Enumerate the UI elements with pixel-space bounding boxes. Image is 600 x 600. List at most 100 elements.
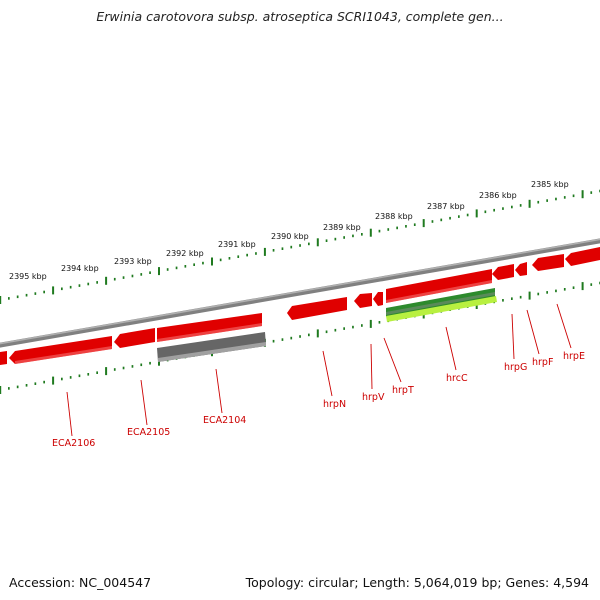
ruler-label: 2394 kbp [61, 264, 99, 273]
ruler-minor-tick [555, 197, 557, 201]
gene-label-ECA2104[interactable]: ECA2104 [203, 415, 246, 426]
ruler-minor-tick [281, 247, 284, 250]
ruler-minor-tick [131, 365, 134, 368]
ruler-major-tick [105, 276, 108, 285]
ruler-minor-tick [308, 333, 310, 337]
ruler-minor-tick [25, 384, 28, 387]
gene-arrow[interactable] [287, 297, 347, 320]
gene-label-ECA2105[interactable]: ECA2105 [127, 427, 170, 438]
gene-arrow[interactable] [492, 264, 514, 280]
ruler-minor-tick [281, 338, 284, 341]
gene-arrow[interactable] [157, 313, 262, 342]
ruler-label: 2386 kbp [479, 191, 517, 200]
ruler-minor-tick [361, 233, 363, 236]
gene-arrow[interactable] [515, 262, 527, 276]
gene-label-hrpN[interactable]: hrpN [323, 399, 346, 410]
ruler-minor-tick [361, 324, 363, 327]
gene-highlight-hrcC[interactable] [386, 288, 497, 322]
ruler-minor-tick [343, 327, 345, 330]
ruler-minor-tick [272, 249, 275, 252]
ruler-minor-tick [555, 289, 557, 293]
ruler-minor-tick [519, 295, 522, 299]
gene-arrow[interactable] [9, 336, 112, 364]
ruler-major-tick [105, 367, 108, 376]
ruler-minor-tick [396, 226, 398, 230]
gene-arrow[interactable] [532, 254, 564, 271]
ruler-minor-tick [325, 239, 328, 242]
ruler-major-tick [422, 219, 425, 228]
gene-arrow[interactable] [354, 293, 372, 308]
gene-label-hrpF[interactable]: hrpF [532, 357, 553, 368]
ruler-minor-tick [16, 295, 19, 299]
ruler-minor-tick [413, 223, 416, 226]
ruler-minor-tick [272, 339, 275, 343]
gene-arrow[interactable] [373, 292, 383, 306]
gene-arrow[interactable] [565, 247, 600, 266]
ruler-minor-tick [431, 220, 434, 223]
ruler-minor-tick [34, 292, 37, 295]
ruler-label: 2392 kbp [166, 249, 204, 258]
ruler-labels: 2395 kbp 2394 kbp 2393 kbp 2392 kbp 2391… [9, 180, 569, 281]
genome-backbone [0, 238, 600, 348]
ruler-major-tick [528, 291, 531, 300]
gene-label-ECA2106[interactable]: ECA2106 [52, 438, 95, 449]
ruler-major-tick [528, 199, 531, 208]
ruler-minor-tick [378, 321, 381, 324]
ruler-major-tick [369, 319, 372, 328]
gene-arrow[interactable] [0, 351, 7, 365]
ruler-minor-tick [149, 361, 151, 365]
ruler-minor-tick [325, 330, 328, 334]
ruler-minor-tick [405, 225, 407, 228]
ruler-major-tick [211, 257, 213, 266]
gene-label-hrpE[interactable]: hrpE [563, 351, 585, 362]
ruler-minor-tick [61, 287, 63, 291]
ruler-minor-tick [352, 234, 354, 238]
ruler-label: 2395 kbp [9, 272, 47, 281]
ruler-minor-tick [440, 218, 443, 222]
ruler-label: 2385 kbp [531, 180, 569, 189]
ruler-minor-tick [43, 290, 45, 294]
ruler-minor-tick [202, 261, 204, 265]
gene-arrow[interactable] [114, 328, 155, 348]
ruler-label: 2391 kbp [218, 240, 256, 249]
ruler-minor-tick [572, 286, 575, 289]
ruler-minor-tick [113, 277, 116, 281]
ruler-major-tick [52, 376, 55, 385]
ruler-minor-tick [563, 288, 566, 291]
gene-label-hrcC[interactable]: hrcC [446, 373, 468, 384]
ruler-minor-tick [34, 382, 37, 385]
gene-arrow[interactable] [386, 269, 492, 303]
ruler-major-tick [581, 190, 584, 199]
page-title: Erwinia carotovora subsp. atroseptica SC… [96, 9, 504, 24]
ruler-minor-tick [184, 265, 187, 268]
ruler-minor-tick [69, 376, 72, 379]
ruler-minor-tick [237, 255, 240, 258]
gene-label-hrpT[interactable]: hrpT [392, 385, 414, 396]
ruler-major-tick [581, 282, 584, 291]
ruler-minor-tick [449, 216, 451, 220]
ruler-minor-tick [140, 273, 143, 276]
ruler-minor-tick [378, 229, 381, 233]
ruler-minor-tick [299, 244, 301, 247]
ruler-minor-tick [78, 374, 81, 378]
ruler-major-tick [475, 209, 478, 218]
ruler-minor-tick [8, 387, 10, 390]
ruler-major-tick [316, 238, 319, 247]
ruler-label: 2388 kbp [375, 212, 413, 221]
ruler-label: 2389 kbp [323, 223, 361, 232]
ruler-minor-tick [290, 245, 293, 249]
ruler-major-tick [158, 267, 160, 276]
ruler-minor-tick [166, 268, 169, 271]
ruler-label: 2390 kbp [271, 232, 309, 241]
ruler-minor-tick [8, 297, 10, 300]
gene-track-forward [0, 247, 600, 365]
genome-summary: Topology: circular; Length: 5,064,019 bp… [245, 575, 589, 590]
gene-label-hrpV[interactable]: hrpV [362, 392, 385, 403]
ruler-minor-tick [16, 385, 19, 389]
gene-label-hrpG[interactable]: hrpG [504, 362, 527, 373]
ruler-minor-tick [537, 200, 540, 204]
ruler-minor-tick [519, 204, 522, 207]
ruler-minor-tick [69, 285, 72, 289]
gene-labels: ECA2106 ECA2105 ECA2104 hrpN hrpV hrpT h… [52, 351, 585, 449]
ruler-label: 2393 kbp [114, 257, 152, 266]
